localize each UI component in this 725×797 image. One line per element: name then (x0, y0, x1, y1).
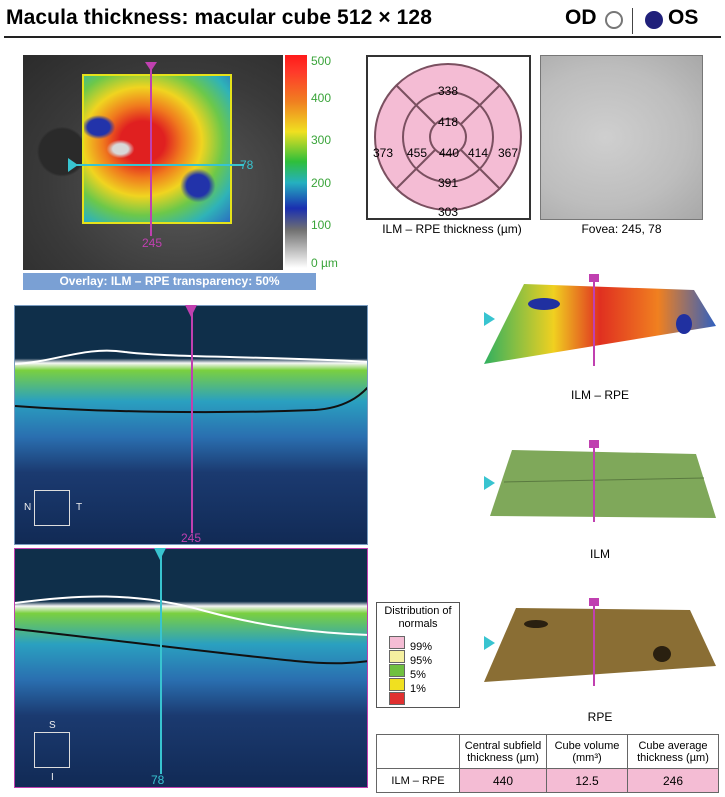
surface-marker-line (593, 448, 595, 522)
vertical-scan-line[interactable] (150, 64, 152, 236)
orientation-indicator (34, 732, 70, 768)
table-corner-cell (376, 734, 460, 769)
legend-swatch (389, 636, 405, 649)
surface-marker-handle[interactable] (589, 598, 599, 606)
etdrs-outer-inferior: 303 (438, 205, 459, 219)
etdrs-center: 440 (439, 146, 460, 160)
etdrs-inner-superior: 418 (438, 115, 459, 129)
results-table: Central subfield thickness (µm) Cube vol… (376, 734, 719, 793)
overlay-transparency-bar[interactable]: Overlay: ILM – RPE transparency: 50% (23, 273, 316, 290)
scale-label: 500 (311, 54, 332, 68)
surface-rpe-label: RPE (587, 710, 613, 724)
table-header: Cube volume (mm³) (546, 734, 628, 769)
legend-title: Distribution of normals (384, 605, 452, 630)
legend-label: 5% (410, 669, 426, 681)
legend-label: 1% (410, 683, 426, 695)
scale-label: 0 µm (311, 256, 338, 270)
thickness-overlay-map[interactable] (82, 74, 232, 224)
surface-horizontal-marker[interactable] (484, 476, 495, 490)
scale-label: 300 (311, 133, 332, 147)
surface-horizontal-marker[interactable] (484, 312, 495, 326)
eye-od-radio[interactable] (605, 11, 623, 29)
horizontal-scan-line[interactable] (72, 164, 244, 166)
legend-swatch (389, 650, 405, 663)
etdrs-outer-superior: 338 (438, 84, 459, 98)
bscan-horizontal-marker-label: 245 (181, 531, 202, 545)
orientation-superior-label: S (49, 720, 56, 731)
table-row-label: ILM – RPE (376, 768, 460, 793)
page-title: Macula thickness: macular cube 512 × 128 (6, 6, 432, 29)
surface-marker-line (593, 282, 595, 366)
legend-swatch (389, 678, 405, 691)
bscan-horizontal-marker-handle[interactable] (185, 305, 197, 317)
etdrs-inner-temporal: 455 (407, 146, 428, 160)
header-divider (4, 36, 721, 38)
legend-label: 95% (410, 655, 433, 667)
legend-swatch (389, 692, 405, 705)
surface-ilm-label: ILM (589, 547, 610, 561)
bscan-horizontal-marker-line[interactable] (191, 305, 193, 533)
table-cell: 246 (627, 768, 719, 793)
vertical-marker-label: 245 (142, 236, 163, 250)
bscan-vertical[interactable] (14, 548, 368, 788)
legend-label: 99% (410, 641, 433, 653)
bscan-vertical-marker-label: 78 (151, 773, 165, 787)
eye-os-radio[interactable] (645, 11, 663, 29)
fovea-image (540, 55, 703, 220)
surface-ilm-rpe-label: ILM – RPE (570, 388, 630, 402)
table-cell: 12.5 (546, 768, 628, 793)
etdrs-grid (374, 63, 522, 211)
surface-rpe[interactable] (484, 606, 716, 694)
fovea-caption: Fovea: 245, 78 (581, 222, 662, 236)
bscan-vertical-marker-line[interactable] (160, 548, 162, 774)
surface-marker-handle[interactable] (589, 274, 599, 282)
table-header: Central subfield thickness (µm) (459, 734, 547, 769)
orientation-indicator (34, 490, 70, 526)
orientation-nasal-label: N (24, 502, 32, 513)
scale-label: 400 (311, 91, 332, 105)
table-cell: 440 (459, 768, 547, 793)
bscan-vertical-marker-handle[interactable] (154, 548, 166, 560)
horizontal-marker-label: 78 (240, 158, 254, 172)
legend-swatch (389, 664, 405, 677)
vertical-marker-handle[interactable] (145, 62, 157, 71)
horizontal-marker-handle[interactable] (68, 158, 78, 172)
eye-os-label: OS (668, 6, 699, 29)
thickness-color-scale (285, 55, 307, 268)
orientation-temporal-label: T (76, 502, 83, 513)
scale-label: 200 (311, 176, 332, 190)
etdrs-inner-nasal: 414 (468, 146, 489, 160)
table-header: Cube average thickness (µm) (627, 734, 719, 769)
surface-marker-handle[interactable] (589, 440, 599, 448)
etdrs-outer-nasal: 367 (498, 146, 519, 160)
orientation-inferior-label: I (51, 772, 54, 783)
etdrs-caption: ILM – RPE thickness (µm) (382, 222, 522, 236)
surface-horizontal-marker[interactable] (484, 636, 495, 650)
scale-label: 100 (311, 218, 332, 232)
surface-ilm-rpe[interactable] (484, 282, 716, 370)
eye-divider (632, 8, 633, 34)
etdrs-inner-inferior: 391 (438, 176, 459, 190)
eye-od-label: OD (565, 6, 597, 29)
surface-marker-line (593, 606, 595, 686)
etdrs-outer-temporal: 373 (373, 146, 394, 160)
surface-ilm[interactable] (484, 448, 716, 536)
